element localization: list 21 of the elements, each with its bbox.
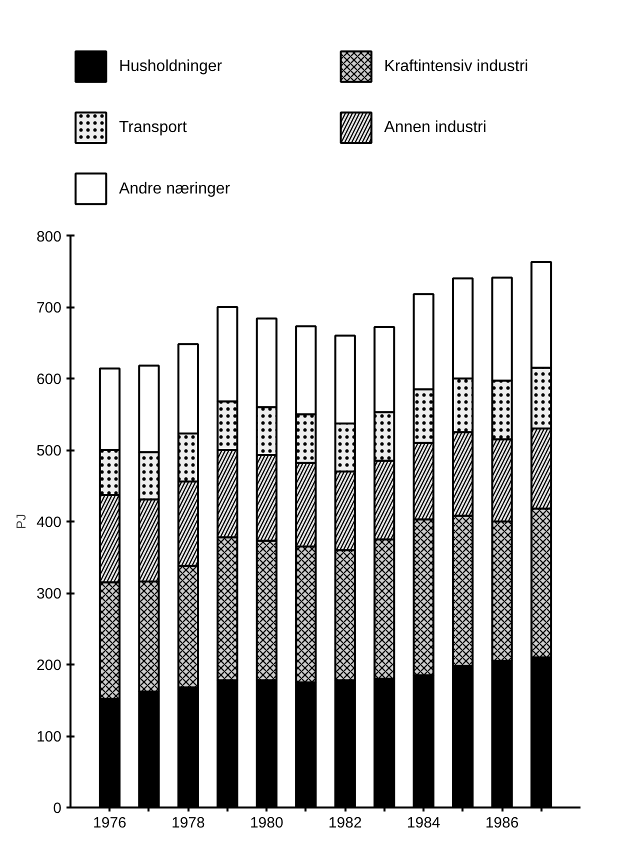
x-tick-label: 1976 [93,814,126,832]
legend-label: Annen industri [384,119,486,136]
y-tick-label: 300 [36,586,62,602]
y-tick-label: 100 [36,728,62,746]
legend-label: Andre næringer [118,180,231,198]
y-tick-label: 800 [36,228,62,246]
x-tick-label: 1978 [172,814,205,832]
y-tick-label: 700 [36,300,62,316]
x-tick-label: 1980 [250,814,284,832]
x-tick-label: 1984 [406,814,440,832]
y-axis-title: PJ [13,514,28,530]
y-tick-label: 0 [53,800,62,817]
legend-label: Husholdninger [118,58,223,76]
y-tick-label: 200 [36,657,62,674]
legend-label: Transport [118,119,188,136]
x-tick-label: 1986 [485,814,519,832]
legend-label: Kraftintensiv industri [384,58,528,76]
y-tick-label: 400 [36,514,62,531]
y-tick-label: 600 [36,371,62,388]
x-tick-label: 1982 [328,814,362,832]
y-tick-label: 500 [36,442,62,460]
